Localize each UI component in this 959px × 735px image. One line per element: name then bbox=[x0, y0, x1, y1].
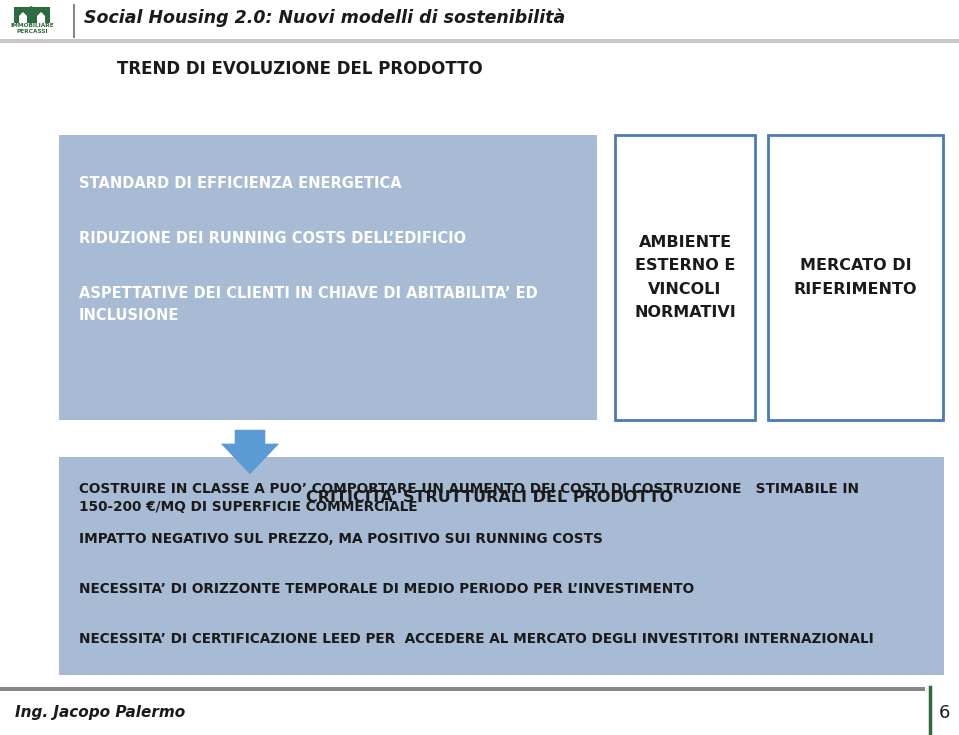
Text: 150-200 €/MQ DI SUPERFICIE COMMERCIALE: 150-200 €/MQ DI SUPERFICIE COMMERCIALE bbox=[79, 500, 417, 514]
FancyBboxPatch shape bbox=[59, 135, 597, 420]
Text: Ing. Jacopo Palermo: Ing. Jacopo Palermo bbox=[15, 706, 185, 720]
Text: NECESSITA’ DI ORIZZONTE TEMPORALE DI MEDIO PERIODO PER L’INVESTIMENTO: NECESSITA’ DI ORIZZONTE TEMPORALE DI MED… bbox=[79, 582, 694, 596]
FancyBboxPatch shape bbox=[5, 5, 70, 38]
FancyBboxPatch shape bbox=[615, 135, 755, 420]
Text: ASPETTATIVE DEI CLIENTI IN CHIAVE DI ABITABILITA’ ED: ASPETTATIVE DEI CLIENTI IN CHIAVE DI ABI… bbox=[79, 285, 538, 301]
Polygon shape bbox=[14, 7, 50, 23]
Text: Social Housing 2.0: Nuovi modelli di sostenibilità: Social Housing 2.0: Nuovi modelli di sos… bbox=[84, 9, 565, 27]
Text: NECESSITA’ DI CERTIFICAZIONE LEED PER  ACCEDERE AL MERCATO DEGLI INVESTITORI INT: NECESSITA’ DI CERTIFICAZIONE LEED PER AC… bbox=[79, 632, 874, 646]
Text: MERCATO DI
RIFERIMENTO: MERCATO DI RIFERIMENTO bbox=[794, 258, 917, 297]
Polygon shape bbox=[23, 6, 37, 12]
Text: TREND DI EVOLUZIONE DEL PRODOTTO: TREND DI EVOLUZIONE DEL PRODOTTO bbox=[117, 60, 483, 78]
FancyBboxPatch shape bbox=[0, 687, 925, 691]
Text: INCLUSIONE: INCLUSIONE bbox=[79, 307, 179, 323]
FancyBboxPatch shape bbox=[768, 135, 943, 420]
Text: STANDARD DI EFFICIENZA ENERGETICA: STANDARD DI EFFICIENZA ENERGETICA bbox=[79, 176, 402, 190]
FancyArrowPatch shape bbox=[221, 430, 279, 474]
FancyBboxPatch shape bbox=[59, 457, 944, 675]
Text: 6: 6 bbox=[938, 704, 949, 722]
Text: RIDUZIONE DEI RUNNING COSTS DELL’EDIFICIO: RIDUZIONE DEI RUNNING COSTS DELL’EDIFICI… bbox=[79, 231, 466, 245]
Text: IMMOBILIARE
PERCASSI: IMMOBILIARE PERCASSI bbox=[11, 23, 54, 34]
FancyBboxPatch shape bbox=[0, 39, 959, 43]
Text: AMBIENTE
ESTERNO E
VINCOLI
NORMATIVI: AMBIENTE ESTERNO E VINCOLI NORMATIVI bbox=[634, 235, 736, 320]
Text: IMPATTO NEGATIVO SUL PREZZO, MA POSITIVO SUI RUNNING COSTS: IMPATTO NEGATIVO SUL PREZZO, MA POSITIVO… bbox=[79, 532, 603, 546]
Text: COSTRUIRE IN CLASSE A PUO’ COMPORTARE UN AUMENTO DEI COSTI DI COSTRUZIONE   STIM: COSTRUIRE IN CLASSE A PUO’ COMPORTARE UN… bbox=[79, 482, 859, 496]
Text: CRITICITA’ STRUTTURALI DEL PRODOTTO: CRITICITA’ STRUTTURALI DEL PRODOTTO bbox=[307, 490, 673, 504]
